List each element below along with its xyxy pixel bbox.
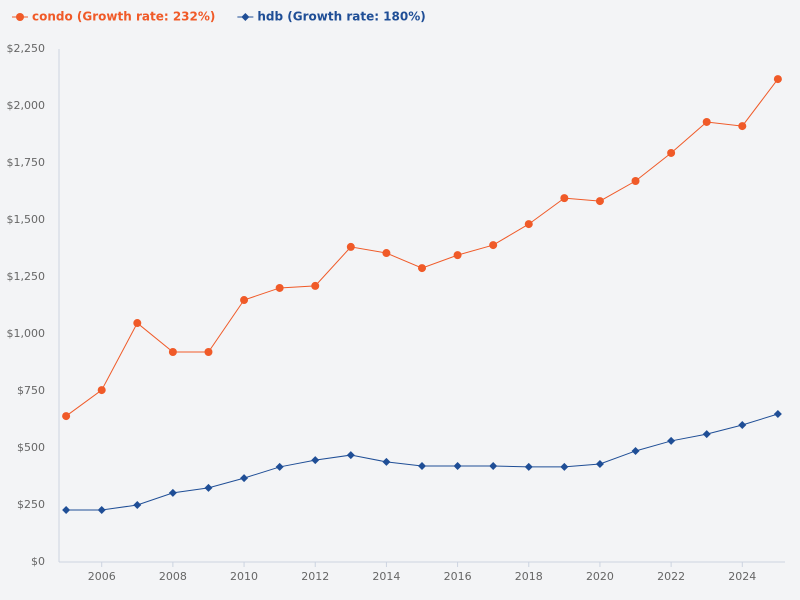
point	[667, 148, 676, 157]
point	[311, 281, 320, 290]
point	[418, 264, 426, 273]
point	[489, 462, 498, 471]
x-tick-label: 2008	[159, 570, 187, 583]
point	[702, 117, 711, 126]
x-tick-label: 2022	[657, 570, 685, 583]
y-tick-label: $750	[17, 384, 45, 397]
point	[560, 194, 569, 203]
point	[97, 506, 106, 515]
point	[97, 386, 106, 395]
point	[346, 451, 355, 460]
point	[702, 430, 711, 439]
point	[382, 457, 391, 466]
x-tick-label: 2016	[444, 570, 472, 583]
legend-label: hdb (Growth rate: 180%)	[257, 10, 425, 24]
x-tick-label: 2006	[88, 570, 116, 583]
series-line	[65, 78, 779, 417]
y-tick-label: $1,750	[7, 156, 46, 169]
point	[62, 412, 71, 421]
point	[168, 488, 177, 497]
point	[631, 177, 640, 186]
x-tick-label: 2018	[515, 570, 543, 583]
point	[524, 462, 533, 471]
legend-marker	[16, 13, 24, 21]
y-tick-label: $1,000	[7, 327, 46, 340]
legend-marker	[241, 13, 250, 21]
y-tick-label: $1,250	[7, 270, 46, 283]
point	[204, 348, 213, 357]
y-tick-label: $2,250	[7, 42, 46, 55]
point	[773, 75, 782, 84]
point	[667, 436, 676, 445]
point	[62, 506, 71, 515]
point	[204, 483, 213, 492]
point	[240, 296, 249, 305]
x-tick-label: 2012	[301, 570, 329, 583]
x-tick-label: 2024	[728, 570, 756, 583]
x-tick-label: 2020	[586, 570, 614, 583]
x-tick-label: 2014	[372, 570, 400, 583]
point	[738, 122, 747, 131]
point	[560, 462, 569, 471]
point	[595, 459, 604, 468]
point	[311, 456, 320, 465]
x-tick-label: 2010	[230, 570, 258, 583]
point	[489, 241, 498, 250]
point	[631, 446, 640, 455]
point	[133, 319, 142, 328]
point	[382, 249, 391, 258]
point	[346, 242, 355, 251]
point	[418, 462, 426, 471]
point	[133, 501, 142, 509]
point	[595, 197, 604, 206]
point	[738, 420, 747, 429]
point	[275, 283, 284, 292]
point	[275, 462, 284, 471]
y-tick-label: $250	[17, 498, 45, 511]
point	[524, 220, 533, 229]
y-tick-label: $500	[17, 441, 45, 454]
point	[240, 474, 249, 483]
y-tick-label: $2,000	[7, 99, 46, 112]
y-tick-label: $1,500	[7, 213, 46, 226]
point	[453, 462, 462, 471]
point	[453, 251, 462, 260]
point	[168, 348, 177, 357]
legend-label: condo (Growth rate: 232%)	[32, 10, 215, 24]
point	[773, 410, 782, 419]
y-tick-label: $0	[31, 555, 45, 568]
